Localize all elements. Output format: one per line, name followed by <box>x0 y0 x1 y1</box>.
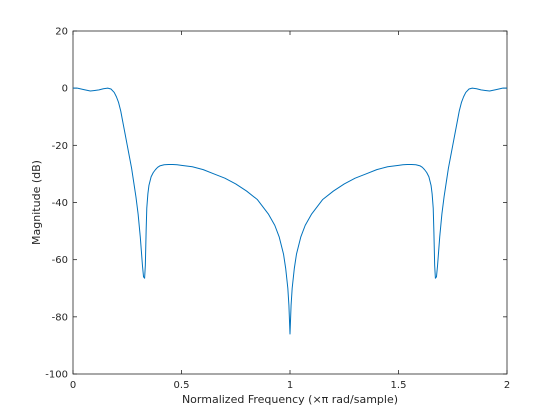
y-tick-label: -20 <box>52 141 68 152</box>
y-tick-label: 20 <box>55 27 68 38</box>
y-tick-label: -100 <box>45 370 68 381</box>
y-axis-label: Magnitude (dB) <box>30 160 43 245</box>
x-tick-label: 1 <box>287 380 293 391</box>
x-tick-label: 2 <box>504 380 510 391</box>
lines-layer <box>73 87 507 335</box>
y-tick-label: 0 <box>62 84 68 95</box>
x-tick-label: 0 <box>70 380 76 391</box>
series-line-0 <box>73 87 507 335</box>
axes-box <box>72 30 508 375</box>
y-tick-label: -60 <box>52 255 68 266</box>
y-tick-label: -40 <box>52 198 68 209</box>
x-tick-label: 0.5 <box>174 380 190 391</box>
x-tick-label: 1.5 <box>391 380 407 391</box>
x-axis-label: Normalized Frequency (×π rad/sample) <box>182 393 398 406</box>
y-tick-label: -80 <box>52 312 68 323</box>
